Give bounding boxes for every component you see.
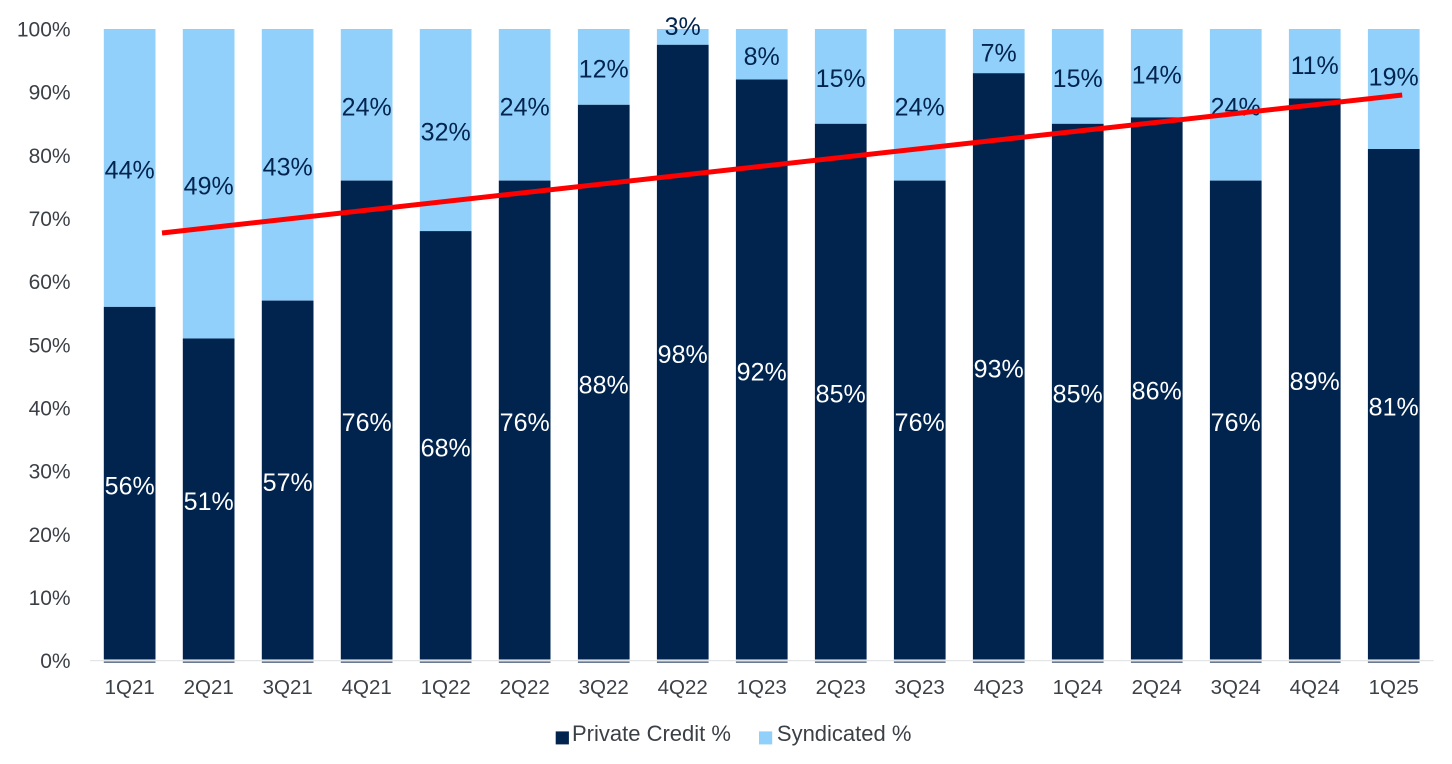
svg-text:4Q21: 4Q21	[342, 676, 392, 699]
svg-text:24%: 24%	[500, 93, 550, 121]
svg-text:60%: 60%	[29, 271, 71, 294]
svg-text:3%: 3%	[665, 13, 701, 41]
svg-text:93%: 93%	[974, 356, 1024, 384]
svg-text:Syndicated %: Syndicated %	[777, 721, 912, 746]
svg-text:10%: 10%	[29, 587, 71, 610]
svg-text:32%: 32%	[421, 119, 471, 147]
svg-text:Private Credit %: Private Credit %	[572, 721, 731, 746]
svg-text:76%: 76%	[1211, 409, 1261, 437]
svg-text:1Q23: 1Q23	[737, 676, 787, 699]
svg-text:76%: 76%	[500, 409, 550, 437]
svg-text:24%: 24%	[342, 93, 392, 121]
svg-text:19%: 19%	[1369, 64, 1419, 92]
svg-text:76%: 76%	[895, 409, 945, 437]
svg-text:85%: 85%	[816, 381, 866, 409]
svg-text:51%: 51%	[184, 488, 234, 516]
svg-text:49%: 49%	[184, 172, 234, 200]
svg-text:1Q22: 1Q22	[421, 676, 471, 699]
svg-text:92%: 92%	[737, 359, 787, 387]
svg-text:11%: 11%	[1291, 52, 1339, 80]
svg-text:1Q24: 1Q24	[1053, 676, 1103, 699]
svg-text:24%: 24%	[895, 93, 945, 121]
svg-text:50%: 50%	[29, 334, 71, 357]
svg-text:81%: 81%	[1369, 393, 1419, 421]
svg-text:4Q24: 4Q24	[1290, 676, 1340, 699]
svg-text:76%: 76%	[342, 409, 392, 437]
svg-text:30%: 30%	[29, 461, 71, 484]
svg-text:2Q23: 2Q23	[816, 676, 866, 699]
svg-text:57%: 57%	[263, 469, 313, 497]
svg-text:3Q24: 3Q24	[1211, 676, 1261, 699]
svg-text:2Q24: 2Q24	[1132, 676, 1182, 699]
svg-text:4Q22: 4Q22	[658, 676, 708, 699]
svg-text:89%: 89%	[1290, 368, 1340, 396]
svg-text:98%: 98%	[658, 341, 708, 369]
svg-text:12%: 12%	[579, 55, 629, 83]
svg-text:15%: 15%	[1053, 65, 1103, 93]
svg-text:90%: 90%	[29, 82, 71, 105]
svg-text:40%: 40%	[29, 398, 71, 421]
svg-text:3Q21: 3Q21	[263, 676, 313, 699]
svg-text:68%: 68%	[421, 434, 471, 462]
svg-text:7%: 7%	[981, 40, 1017, 68]
svg-text:70%: 70%	[29, 208, 71, 231]
svg-text:44%: 44%	[105, 157, 155, 185]
svg-text:56%: 56%	[105, 472, 155, 500]
svg-text:88%: 88%	[579, 371, 629, 399]
svg-text:3Q23: 3Q23	[895, 676, 945, 699]
svg-text:2Q21: 2Q21	[184, 676, 234, 699]
svg-text:8%: 8%	[744, 43, 780, 71]
svg-text:14%: 14%	[1132, 62, 1182, 90]
svg-text:80%: 80%	[29, 145, 71, 168]
svg-text:15%: 15%	[816, 65, 866, 93]
svg-text:3Q22: 3Q22	[579, 676, 629, 699]
svg-text:85%: 85%	[1053, 381, 1103, 409]
svg-text:20%: 20%	[29, 524, 71, 547]
svg-text:43%: 43%	[263, 153, 313, 181]
svg-text:86%: 86%	[1132, 378, 1182, 406]
svg-text:2Q22: 2Q22	[500, 676, 550, 699]
svg-text:0%: 0%	[40, 650, 70, 673]
svg-text:100%: 100%	[17, 19, 71, 42]
svg-text:1Q25: 1Q25	[1369, 676, 1419, 699]
svg-text:4Q23: 4Q23	[974, 676, 1024, 699]
svg-text:1Q21: 1Q21	[105, 676, 155, 699]
